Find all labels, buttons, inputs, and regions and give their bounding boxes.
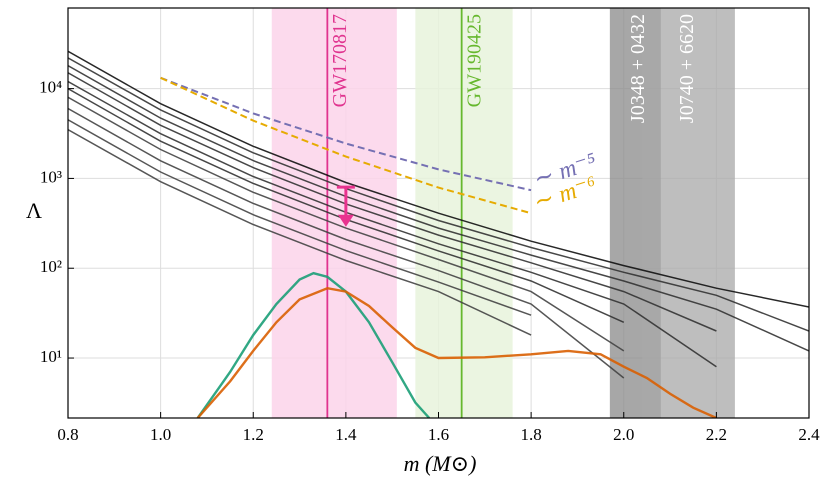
x-tick-label: 1.2 bbox=[243, 425, 264, 444]
line bbox=[68, 65, 809, 352]
band bbox=[642, 8, 735, 418]
plot-area bbox=[68, 8, 809, 418]
y-axis-label: Λ bbox=[26, 198, 42, 223]
x-tick-label: 2.2 bbox=[706, 425, 727, 444]
y-tick-label: 10² bbox=[40, 257, 62, 276]
line bbox=[68, 128, 532, 336]
dashed-line bbox=[160, 76, 532, 192]
y-tick-label: 10¹ bbox=[40, 347, 62, 366]
y-tick-label: 10³ bbox=[40, 167, 62, 186]
band-label: GW170817 bbox=[329, 14, 351, 107]
line bbox=[68, 72, 717, 332]
band-label: J0348 + 0432 bbox=[627, 14, 649, 123]
y-tick-label: 10⁴ bbox=[39, 78, 62, 97]
x-axis-label: m (M⊙) bbox=[404, 451, 477, 476]
band-label: GW190425 bbox=[463, 14, 485, 107]
x-tick-label: 2.4 bbox=[798, 425, 820, 444]
dashed-line bbox=[160, 76, 532, 215]
line bbox=[68, 50, 809, 308]
band bbox=[271, 8, 397, 418]
line bbox=[68, 57, 809, 332]
x-tick-label: 1.4 bbox=[335, 425, 357, 444]
line bbox=[68, 80, 717, 368]
band-label: J0740 + 6620 bbox=[676, 14, 698, 123]
line bbox=[68, 119, 532, 316]
x-tick-label: 1.8 bbox=[521, 425, 542, 444]
band bbox=[415, 8, 513, 418]
line bbox=[68, 107, 625, 379]
x-tick-label: 1.6 bbox=[428, 425, 449, 444]
line bbox=[196, 286, 717, 418]
line bbox=[68, 96, 625, 352]
line bbox=[196, 271, 431, 418]
x-tick-label: 1.0 bbox=[150, 425, 171, 444]
x-tick-label: 2.0 bbox=[613, 425, 634, 444]
x-tick-label: 0.8 bbox=[57, 425, 78, 444]
upper-limit-arrow bbox=[337, 214, 354, 227]
